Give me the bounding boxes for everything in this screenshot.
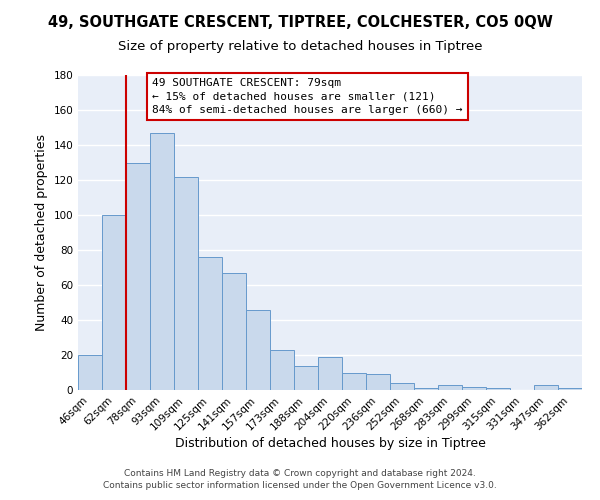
- Bar: [78, 355, 102, 390]
- Y-axis label: Number of detached properties: Number of detached properties: [35, 134, 48, 331]
- Text: 49 SOUTHGATE CRESCENT: 79sqm
← 15% of detached houses are smaller (121)
84% of s: 49 SOUTHGATE CRESCENT: 79sqm ← 15% of de…: [152, 78, 463, 115]
- Bar: [366, 374, 390, 390]
- Bar: [342, 372, 366, 390]
- Bar: [174, 176, 198, 390]
- Text: Contains HM Land Registry data © Crown copyright and database right 2024.
Contai: Contains HM Land Registry data © Crown c…: [103, 468, 497, 490]
- Bar: [558, 388, 582, 390]
- Bar: [486, 388, 510, 390]
- Bar: [438, 385, 462, 390]
- Text: Size of property relative to detached houses in Tiptree: Size of property relative to detached ho…: [118, 40, 482, 53]
- Bar: [462, 386, 486, 390]
- Bar: [222, 273, 246, 390]
- Bar: [198, 257, 222, 390]
- Bar: [534, 385, 558, 390]
- Bar: [270, 350, 294, 390]
- Bar: [318, 357, 342, 390]
- X-axis label: Distribution of detached houses by size in Tiptree: Distribution of detached houses by size …: [175, 438, 485, 450]
- Bar: [126, 162, 150, 390]
- Bar: [390, 383, 414, 390]
- Bar: [246, 310, 270, 390]
- Bar: [150, 132, 174, 390]
- Bar: [294, 366, 318, 390]
- Bar: [102, 215, 126, 390]
- Text: 49, SOUTHGATE CRESCENT, TIPTREE, COLCHESTER, CO5 0QW: 49, SOUTHGATE CRESCENT, TIPTREE, COLCHES…: [47, 15, 553, 30]
- Bar: [414, 388, 438, 390]
